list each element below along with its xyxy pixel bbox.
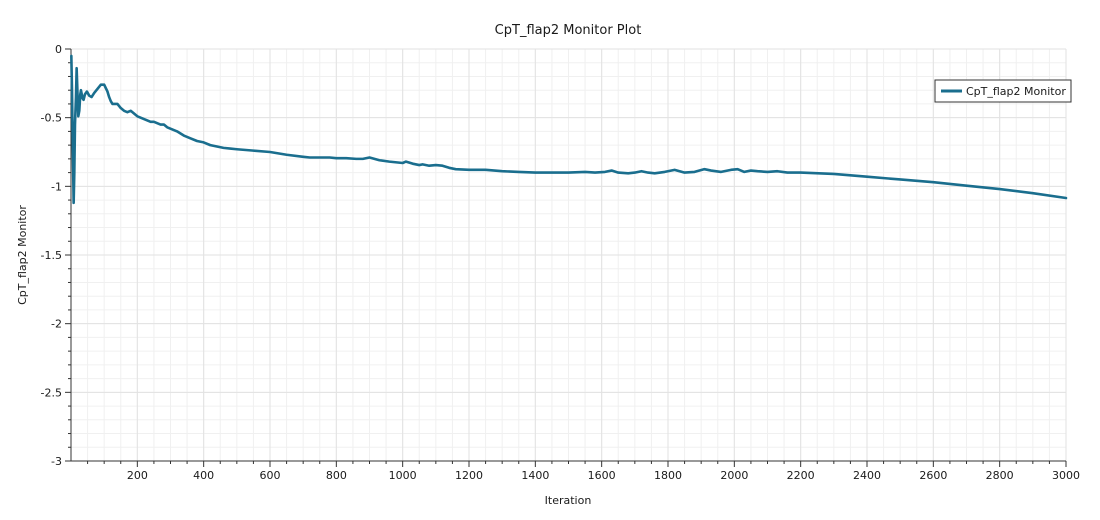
y-tick-label: -0.5 <box>41 112 62 125</box>
x-tick-label: 2600 <box>919 469 947 482</box>
x-tick-label: 2200 <box>787 469 815 482</box>
series-line-cpt-flap2 <box>70 54 1068 205</box>
y-tick-label: -3 <box>51 455 62 468</box>
x-tick-label: 1600 <box>588 469 616 482</box>
x-tick-label: 400 <box>193 469 214 482</box>
y-axis-label: CpT_flap2 Monitor <box>16 205 29 305</box>
y-tick-label: -2.5 <box>41 386 62 399</box>
x-tick-label: 1400 <box>521 469 549 482</box>
x-tick-label: 3000 <box>1052 469 1080 482</box>
x-tick-label: 2400 <box>853 469 881 482</box>
y-tick-label: -1 <box>51 180 62 193</box>
chart-title: CpT_flap2 Monitor Plot <box>495 23 642 38</box>
x-tick-label: 2800 <box>986 469 1014 482</box>
x-tick-label: 1800 <box>654 469 682 482</box>
ticks: 200 400 600 800 1000 1200 1400 1600 1800 2000 2200… <box>41 43 1080 482</box>
series-layer <box>70 54 1068 205</box>
x-tick-label: 1200 <box>455 469 483 482</box>
y-tick-label: 0 <box>55 43 62 56</box>
x-tick-label: 600 <box>260 469 281 482</box>
legend[interactable]: CpT_flap2 Monitor <box>934 79 1072 103</box>
grid <box>71 48 1067 462</box>
y-tick-label: -1.5 <box>41 249 62 262</box>
x-tick-label: 800 <box>326 469 347 482</box>
y-tick-label: -2 <box>51 318 62 331</box>
legend-box <box>934 79 1072 103</box>
x-tick-label: 200 <box>127 469 148 482</box>
x-axis-label: Iteration <box>545 494 592 507</box>
legend-label: CpT_flap2 Monitor <box>966 85 1066 98</box>
x-tick-label: 1000 <box>389 469 417 482</box>
x-tick-label: 2000 <box>720 469 748 482</box>
